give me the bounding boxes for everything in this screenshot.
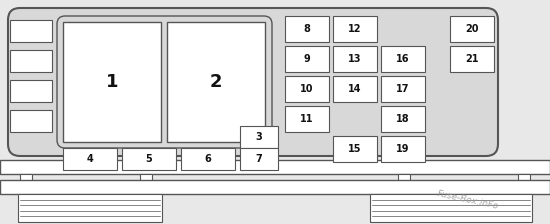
Text: 12: 12 <box>348 24 362 34</box>
Bar <box>10 110 52 132</box>
Text: 16: 16 <box>396 54 410 64</box>
Text: Fuse-Box.inFo: Fuse-Box.inFo <box>437 189 500 211</box>
Bar <box>285 76 329 102</box>
Text: 19: 19 <box>396 144 410 154</box>
Bar <box>370 194 532 222</box>
Text: 5: 5 <box>146 154 152 164</box>
Bar <box>333 136 377 162</box>
Bar <box>10 80 52 102</box>
Text: 10: 10 <box>300 84 313 94</box>
Bar <box>285 46 329 72</box>
Text: 17: 17 <box>396 84 410 94</box>
Bar <box>333 46 377 72</box>
Text: 4: 4 <box>87 154 94 164</box>
Text: 6: 6 <box>205 154 211 164</box>
Bar <box>10 20 52 42</box>
Text: 13: 13 <box>348 54 362 64</box>
Bar <box>450 16 494 42</box>
Bar <box>285 16 329 42</box>
Bar <box>63 22 161 142</box>
Text: 11: 11 <box>300 114 313 124</box>
Bar <box>240 148 278 170</box>
Text: 14: 14 <box>348 84 362 94</box>
Text: 7: 7 <box>256 154 262 164</box>
Bar <box>398 174 410 214</box>
Text: 21: 21 <box>465 54 478 64</box>
Bar <box>167 22 265 142</box>
Bar <box>333 76 377 102</box>
Text: 18: 18 <box>396 114 410 124</box>
Text: 8: 8 <box>304 24 310 34</box>
Bar <box>381 136 425 162</box>
Bar <box>10 50 52 72</box>
Text: 2: 2 <box>210 73 222 91</box>
Bar <box>381 46 425 72</box>
Bar <box>0 180 550 194</box>
Bar <box>140 174 152 214</box>
Bar <box>20 174 32 214</box>
Bar <box>518 174 530 214</box>
Bar <box>122 148 176 170</box>
Text: 9: 9 <box>304 54 310 64</box>
Bar <box>381 76 425 102</box>
Text: 15: 15 <box>348 144 362 154</box>
FancyBboxPatch shape <box>8 8 498 156</box>
Bar <box>240 126 278 148</box>
Bar <box>450 46 494 72</box>
Text: 1: 1 <box>106 73 118 91</box>
Bar <box>333 16 377 42</box>
Bar <box>18 194 162 222</box>
Bar <box>285 106 329 132</box>
Text: 3: 3 <box>256 132 262 142</box>
Bar <box>0 160 550 174</box>
FancyBboxPatch shape <box>57 16 272 148</box>
Text: 20: 20 <box>465 24 478 34</box>
Bar <box>63 148 117 170</box>
Bar <box>181 148 235 170</box>
Bar <box>381 106 425 132</box>
